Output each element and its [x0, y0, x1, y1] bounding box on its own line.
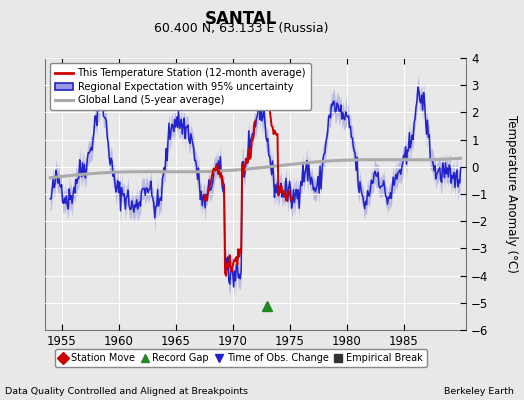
Text: SANTAL: SANTAL: [205, 10, 277, 28]
Text: 60.400 N, 63.133 E (Russia): 60.400 N, 63.133 E (Russia): [154, 22, 329, 35]
Legend: Station Move, Record Gap, Time of Obs. Change, Empirical Break: Station Move, Record Gap, Time of Obs. C…: [56, 349, 427, 367]
Legend: This Temperature Station (12-month average), Regional Expectation with 95% uncer: This Temperature Station (12-month avera…: [50, 63, 311, 110]
Y-axis label: Temperature Anomaly (°C): Temperature Anomaly (°C): [505, 115, 518, 273]
Text: Berkeley Earth: Berkeley Earth: [444, 387, 514, 396]
Text: Data Quality Controlled and Aligned at Breakpoints: Data Quality Controlled and Aligned at B…: [5, 387, 248, 396]
